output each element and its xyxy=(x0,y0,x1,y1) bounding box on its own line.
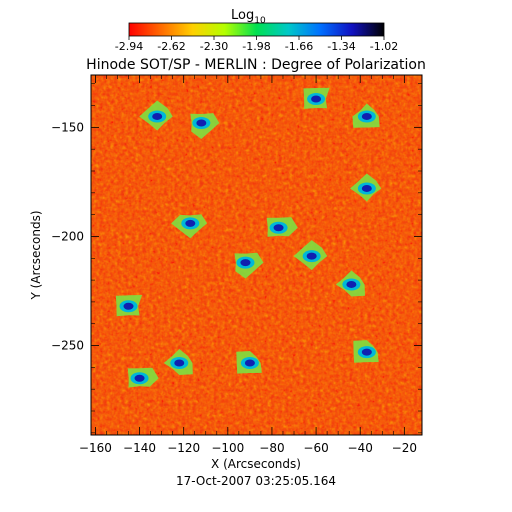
y-tick-label: −150 xyxy=(51,120,84,134)
colorbar-tick-label: -1.66 xyxy=(285,40,313,53)
polarization-region xyxy=(350,173,382,202)
chart-title: Hinode SOT/SP - MERLIN : Degree of Polar… xyxy=(86,57,426,73)
polarization-region xyxy=(139,100,173,131)
y-tick-label: −250 xyxy=(51,339,84,353)
x-tick-label: −60 xyxy=(303,441,328,455)
x-tick-label: −80 xyxy=(259,441,284,455)
x-tick-label: −20 xyxy=(392,441,417,455)
colorbar-tick-label: -2.94 xyxy=(115,40,143,53)
footer-date: 17-Oct-2007 03:25:05.164 xyxy=(176,474,336,488)
y-axis-label: Y (Arcseconds) xyxy=(29,210,43,300)
x-tick-label: −100 xyxy=(211,441,244,455)
polarization-region xyxy=(234,252,264,279)
plot-frame xyxy=(90,74,423,436)
colorbar-tick-label: -2.62 xyxy=(157,40,185,53)
x-tick-label: −160 xyxy=(79,441,112,455)
polarization-region xyxy=(127,367,159,388)
y-axis: −150 −200 −250 xyxy=(51,83,422,434)
colorbar-ticks: -2.94 -2.62 -2.30 -1.98 -1.66 -1.34 -1.02 xyxy=(115,36,398,53)
polarization-region xyxy=(190,113,220,139)
x-tick-label: −140 xyxy=(123,441,156,455)
polarization-region xyxy=(353,340,379,363)
colorbar-label: Log10 xyxy=(231,8,266,26)
polarization-region xyxy=(266,217,298,237)
colorbar xyxy=(128,22,385,37)
polarization-region xyxy=(293,240,328,271)
x-axis-label: X (Arcseconds) xyxy=(211,457,301,471)
polarization-region xyxy=(171,214,208,239)
x-tick-label: −120 xyxy=(167,441,200,455)
polarization-region xyxy=(236,351,262,374)
colorbar-tick-label: -2.30 xyxy=(200,40,228,53)
heatmap-area xyxy=(91,75,422,435)
x-tick-label: −40 xyxy=(348,441,373,455)
colorbar-tick-label: -1.34 xyxy=(327,40,355,53)
colorbar-tick-label: -1.98 xyxy=(242,40,270,53)
colorbar-tick-label: -1.02 xyxy=(370,40,398,53)
polarization-region xyxy=(163,349,193,375)
x-axis: −160 −140 −120 −100 −80 −60 −40 −20 xyxy=(79,75,417,455)
polarization-region xyxy=(335,270,365,297)
y-tick-label: −200 xyxy=(51,229,84,243)
polarization-region xyxy=(115,295,143,317)
polarization-region xyxy=(303,87,330,109)
high-polarization-regions xyxy=(115,87,382,388)
polarization-region xyxy=(352,103,380,128)
